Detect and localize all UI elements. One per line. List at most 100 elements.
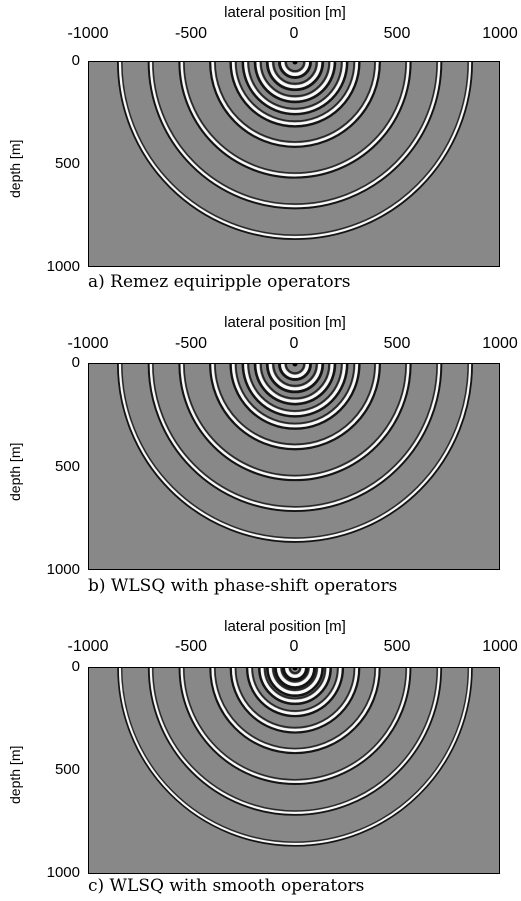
wavefront bbox=[281, 364, 309, 379]
wavefront-trough bbox=[117, 62, 473, 240]
wavefront-trough bbox=[214, 62, 376, 143]
wavefront bbox=[268, 364, 322, 391]
wavefront-trough bbox=[147, 668, 443, 816]
wavefront-trough bbox=[229, 364, 361, 430]
wavefront bbox=[231, 62, 359, 126]
wavefront bbox=[180, 668, 410, 783]
wavefront bbox=[118, 62, 472, 239]
wavefront bbox=[149, 62, 441, 208]
wavefront-trough bbox=[251, 668, 339, 712]
wavefront-trough bbox=[178, 668, 412, 785]
wavefront-trough bbox=[117, 364, 473, 543]
x-axis-title: lateral position [m] bbox=[224, 4, 346, 21]
wavefront bbox=[256, 364, 334, 403]
wavefront-trough bbox=[178, 62, 412, 179]
wavefront-trough bbox=[284, 364, 306, 375]
wavefront-trough bbox=[280, 668, 310, 683]
wavefront-trough bbox=[258, 668, 332, 706]
wavefront-trough bbox=[253, 62, 337, 104]
wavefront-trough bbox=[253, 364, 337, 406]
source-point bbox=[292, 62, 298, 65]
y-tick-label: 500 bbox=[54, 458, 80, 475]
x-tick-label: -1000 bbox=[67, 638, 109, 655]
y-axis-title: depth [m] bbox=[7, 745, 23, 804]
wavefront-trough bbox=[245, 668, 345, 718]
wavefront-trough bbox=[209, 668, 381, 755]
y-axis-title: depth [m] bbox=[7, 442, 23, 501]
wavefront-trough bbox=[234, 62, 356, 123]
wavefront bbox=[180, 62, 410, 177]
wavefront-trough bbox=[229, 62, 361, 128]
wavefront-trough bbox=[247, 364, 343, 412]
y-tick-label: 0 bbox=[71, 354, 80, 371]
x-axis-title: lateral position [m] bbox=[224, 618, 346, 635]
seismic-image-c bbox=[88, 667, 500, 874]
wavefront-trough bbox=[234, 364, 356, 425]
wavefront-trough bbox=[266, 668, 324, 698]
wavefront-trough bbox=[178, 364, 412, 482]
wavefront bbox=[211, 62, 379, 146]
x-tick-label: 0 bbox=[289, 638, 299, 655]
wavefield-heatmap bbox=[89, 668, 499, 873]
panel-a: lateral position [m] -1000 -500 0 500 10… bbox=[0, 0, 521, 300]
x-tick-label: 0 bbox=[289, 335, 299, 352]
wavefront-trough bbox=[278, 62, 312, 79]
wavefront-trough bbox=[272, 668, 318, 691]
wavefront bbox=[149, 364, 441, 510]
wavefront-trough bbox=[272, 364, 318, 387]
wavefront-trough bbox=[284, 62, 306, 73]
wavefront bbox=[231, 364, 359, 428]
wavefront-trough bbox=[288, 668, 302, 675]
wavefront bbox=[231, 668, 359, 732]
wavefront bbox=[244, 364, 346, 416]
wavefront-trough bbox=[152, 62, 438, 205]
y-tick-label: 1000 bbox=[46, 258, 80, 275]
wavefront-trough bbox=[259, 364, 331, 400]
y-tick-label: 0 bbox=[71, 52, 80, 69]
wavefront-trough bbox=[152, 364, 438, 508]
x-tick-label: 500 bbox=[383, 25, 411, 42]
x-tick-label: -500 bbox=[174, 335, 208, 352]
wavefront bbox=[281, 62, 309, 76]
wavefront-trough bbox=[152, 668, 438, 812]
wavefront bbox=[180, 364, 410, 479]
x-tick-label: 1000 bbox=[482, 638, 518, 655]
wavefront-trough bbox=[209, 62, 381, 148]
wavefield-heatmap bbox=[89, 62, 499, 266]
seismic-image-b bbox=[88, 363, 500, 570]
wavefront bbox=[118, 364, 472, 541]
x-tick-label: -1000 bbox=[67, 25, 109, 42]
wavefront bbox=[285, 668, 305, 678]
wavefront bbox=[211, 364, 379, 449]
wavefront-trough bbox=[147, 62, 443, 210]
wavefront bbox=[119, 668, 471, 845]
wavefront bbox=[149, 668, 441, 814]
y-tick-label: 1000 bbox=[46, 864, 80, 881]
caption-a: a) Remez equiripple operators bbox=[88, 272, 351, 292]
wavefront bbox=[276, 668, 314, 687]
y-tick-label: 500 bbox=[54, 761, 80, 778]
source-point bbox=[292, 364, 298, 367]
caption-b: b) WLSQ with phase-shift operators bbox=[88, 576, 398, 596]
wavefront-trough bbox=[121, 62, 469, 236]
wavefront-trough bbox=[229, 668, 361, 734]
wavefront-trough bbox=[117, 668, 473, 847]
x-tick-label: -500 bbox=[174, 25, 208, 42]
wavefront-trough bbox=[265, 364, 325, 394]
y-tick-label: 0 bbox=[71, 658, 80, 675]
x-tick-label: 500 bbox=[383, 335, 411, 352]
wavefront-trough bbox=[121, 364, 469, 539]
wavefront bbox=[211, 668, 379, 752]
wavefront-trough bbox=[265, 62, 325, 92]
wavefront-trough bbox=[282, 668, 308, 681]
x-tick-label: 0 bbox=[289, 25, 299, 42]
wavefront-trough bbox=[234, 668, 356, 729]
wavefront-trough bbox=[247, 62, 343, 110]
x-tick-label: -1000 bbox=[67, 335, 109, 352]
wavefront-trough bbox=[272, 62, 318, 85]
wavefront-trough bbox=[147, 364, 443, 512]
wavefront-trough bbox=[214, 668, 376, 750]
y-axis-title: depth [m] bbox=[7, 139, 23, 198]
wavefront bbox=[256, 62, 334, 101]
wavefront-trough bbox=[183, 668, 407, 781]
